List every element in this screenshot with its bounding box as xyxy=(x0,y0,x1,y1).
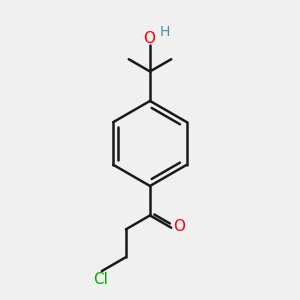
Text: H: H xyxy=(160,25,170,39)
Text: Cl: Cl xyxy=(93,272,108,287)
Text: O: O xyxy=(143,31,155,46)
Text: O: O xyxy=(173,219,185,234)
